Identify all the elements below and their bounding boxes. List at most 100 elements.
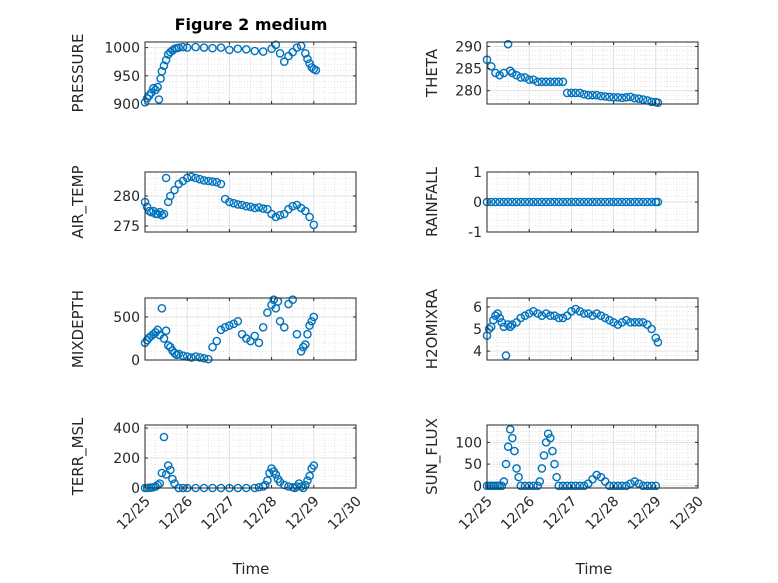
data-point-theta bbox=[537, 77, 547, 87]
data-point-mixdepth bbox=[151, 328, 160, 337]
data-point-sun_flux bbox=[605, 481, 614, 491]
y-tick-label: 500 bbox=[113, 310, 140, 326]
data-point-rainfall bbox=[546, 197, 555, 207]
data-point-sun_flux bbox=[510, 446, 519, 456]
data-point-terr_msl bbox=[170, 479, 179, 488]
data-point-h2omixra bbox=[554, 313, 564, 323]
data-point-air_temp bbox=[203, 176, 213, 186]
data-point-rainfall bbox=[512, 197, 521, 207]
data-point-rainfall bbox=[491, 197, 500, 207]
axes-box-air_temp bbox=[144, 171, 357, 233]
data-point-rainfall bbox=[605, 197, 614, 207]
data-point-theta bbox=[505, 66, 515, 76]
x-axis-label-right: Time bbox=[575, 560, 613, 578]
data-point-pressure bbox=[191, 42, 200, 52]
data-point-air_temp bbox=[216, 179, 226, 189]
data-point-sun_flux bbox=[647, 481, 656, 491]
data-point-air_temp bbox=[237, 200, 247, 210]
data-point-sun_flux bbox=[552, 472, 561, 482]
data-point-air_temp bbox=[271, 212, 281, 222]
data-point-terr_msl bbox=[161, 470, 171, 479]
data-point-sun_flux bbox=[613, 481, 623, 491]
data-point-theta bbox=[554, 77, 564, 87]
data-point-h2omixra bbox=[638, 318, 648, 327]
y-axis-label-sun_flux: SUN_FLUX bbox=[423, 418, 442, 495]
data-point-terr_msl bbox=[301, 480, 310, 490]
data-point-sun_flux bbox=[592, 470, 602, 480]
data-point-mixdepth bbox=[163, 341, 173, 350]
data-point-h2omixra bbox=[630, 318, 640, 327]
y-axis-label-terr_msl: TERR_MSL bbox=[69, 417, 88, 496]
data-point-rainfall bbox=[516, 197, 526, 207]
data-point-terr_msl bbox=[271, 470, 281, 479]
data-point-sun_flux bbox=[558, 481, 568, 491]
data-point-air_temp bbox=[258, 204, 268, 213]
data-point-sun_flux bbox=[548, 446, 557, 456]
data-point-h2omixra bbox=[541, 309, 551, 318]
y-tick-label: 275 bbox=[113, 219, 140, 235]
data-point-theta bbox=[653, 98, 663, 107]
y-axis-label-pressure: PRESSURE bbox=[69, 34, 87, 113]
data-point-theta bbox=[529, 75, 538, 84]
data-point-sun_flux bbox=[554, 481, 564, 491]
data-point-sun_flux bbox=[499, 477, 509, 486]
data-point-h2omixra bbox=[600, 313, 610, 323]
data-point-theta bbox=[486, 62, 496, 71]
data-point-rainfall bbox=[596, 197, 606, 207]
y-tick-label: 200 bbox=[113, 451, 140, 467]
data-point-h2omixra bbox=[643, 320, 652, 329]
data-point-air_temp bbox=[195, 174, 205, 184]
data-point-rainfall bbox=[562, 197, 572, 207]
data-point-mixdepth bbox=[159, 334, 169, 343]
y-axis-label-rainfall: RAINFALL bbox=[423, 166, 441, 237]
y-tick-label: 0 bbox=[131, 353, 140, 369]
data-point-mixdepth bbox=[301, 340, 310, 349]
panel-theta: 280 285 290 THETA bbox=[423, 39, 699, 107]
data-point-h2omixra bbox=[546, 311, 555, 321]
data-point-air_temp bbox=[170, 185, 179, 195]
data-point-h2omixra bbox=[567, 306, 576, 316]
data-point-theta bbox=[621, 93, 631, 102]
data-point-h2omixra bbox=[562, 311, 572, 321]
data-point-air_temp bbox=[279, 209, 289, 219]
data-point-h2omixra bbox=[501, 351, 511, 360]
data-point-mixdepth bbox=[288, 295, 298, 305]
data-point-pressure bbox=[279, 57, 289, 67]
data-point-h2omixra bbox=[537, 311, 547, 321]
panel-air_temp: 275 280 AIR_TEMP bbox=[69, 165, 357, 239]
data-point-sun_flux bbox=[575, 481, 585, 491]
data-point-mixdepth bbox=[157, 304, 167, 313]
data-point-rainfall bbox=[634, 197, 644, 207]
data-point-theta bbox=[583, 90, 593, 100]
panel-rainfall: -1 0 1 RAINFALL bbox=[423, 165, 699, 241]
data-point-pressure bbox=[154, 95, 164, 104]
data-point-pressure bbox=[157, 67, 167, 76]
data-point-mixdepth bbox=[220, 322, 230, 332]
data-point-sun_flux bbox=[520, 481, 530, 491]
axes-box-mixdepth bbox=[144, 297, 357, 361]
data-point-pressure bbox=[178, 42, 188, 52]
data-point-sun_flux bbox=[638, 481, 648, 491]
data-point-sun_flux bbox=[512, 464, 521, 473]
data-point-sun_flux bbox=[539, 451, 549, 460]
data-point-rainfall bbox=[621, 197, 631, 207]
data-point-theta bbox=[503, 39, 513, 49]
data-point-sun_flux bbox=[508, 433, 517, 443]
axes-box-sun_flux bbox=[486, 424, 699, 489]
data-point-pressure bbox=[271, 40, 281, 50]
data-point-pressure bbox=[301, 48, 310, 58]
y-axis-label-mixdepth: MIXDEPTH bbox=[69, 290, 87, 368]
data-point-h2omixra bbox=[503, 320, 513, 329]
y-tick-label: 400 bbox=[113, 421, 140, 437]
data-point-theta bbox=[613, 93, 623, 102]
data-point-pressure bbox=[250, 46, 260, 56]
data-point-mixdepth bbox=[258, 322, 268, 332]
data-point-mixdepth bbox=[275, 316, 285, 326]
data-point-theta bbox=[508, 68, 517, 78]
data-point-pressure bbox=[159, 61, 169, 70]
data-point-sun_flux bbox=[617, 481, 627, 491]
data-point-terr_msl bbox=[155, 479, 165, 488]
data-point-h2omixra bbox=[605, 315, 614, 325]
data-point-sun_flux bbox=[630, 477, 640, 486]
data-point-air_temp bbox=[212, 177, 222, 187]
